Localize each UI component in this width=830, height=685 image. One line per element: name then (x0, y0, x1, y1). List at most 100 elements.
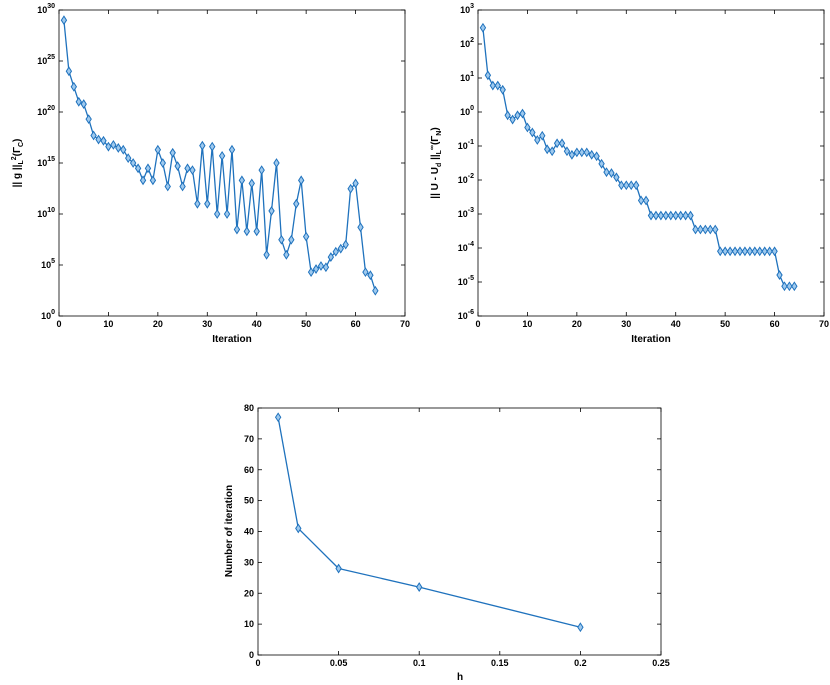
chart-2-markers (479, 22, 798, 292)
data-point (632, 180, 640, 191)
data-point (553, 138, 561, 149)
x-tick-label: 0.25 (652, 658, 670, 668)
data-point (189, 165, 196, 176)
data-point (721, 246, 729, 257)
x-tick-label: 60 (770, 319, 780, 329)
data-point (129, 158, 137, 168)
y-tick-label: 100 (460, 105, 474, 117)
data-point (293, 198, 300, 209)
data-point (583, 147, 590, 158)
data-point (327, 252, 335, 262)
data-point (499, 84, 506, 95)
data-point (618, 180, 625, 191)
y-tick-label: 0 (249, 650, 254, 660)
y-tick-label: 50 (244, 496, 254, 506)
data-point (335, 563, 342, 574)
data-point (273, 158, 280, 168)
data-point (209, 141, 216, 152)
chart-3-frame (257, 407, 662, 656)
y-tick-label: 1015 (37, 156, 55, 168)
chart-1-frame (58, 9, 406, 317)
data-point (342, 239, 349, 250)
data-point (593, 151, 600, 162)
chart-1-y-ticks: 100 105 1010 1015 1020 1025 1030 (37, 3, 405, 321)
chart-3-series-line (277, 417, 581, 628)
data-point (70, 81, 78, 92)
y-tick-label: 10 (244, 619, 254, 629)
chart-2-y-label-end: ) (430, 127, 441, 130)
chart-3-x-label: h (457, 672, 463, 683)
x-tick-label: 50 (301, 319, 311, 329)
data-point (558, 138, 566, 149)
data-point (416, 582, 423, 592)
y-tick-label: 1025 (37, 54, 55, 66)
chart-1-y-label-sub3: C (18, 142, 25, 147)
data-point (692, 224, 699, 235)
chart-2-y-label-sub1: d (436, 163, 443, 167)
x-tick-label: 10 (522, 319, 532, 329)
data-point (228, 144, 236, 155)
data-point (302, 231, 310, 242)
y-tick-label: 1020 (37, 105, 55, 117)
y-tick-label: 1030 (37, 3, 55, 15)
data-point (791, 281, 798, 292)
data-point (726, 246, 734, 257)
data-point (712, 224, 719, 235)
data-point (534, 135, 541, 145)
chart-1: 0 10 20 30 40 50 60 70 100105101010151020102510… (11, 3, 410, 345)
data-point (642, 195, 650, 206)
data-point (100, 135, 107, 146)
data-point (662, 210, 670, 221)
data-point (372, 285, 379, 296)
chart-2-y-label-sup: ∞ (429, 145, 436, 150)
data-point (717, 246, 724, 257)
x-tick-label: 10 (103, 319, 113, 329)
data-point (667, 210, 674, 221)
x-tick-label: 0.1 (413, 658, 426, 668)
data-point (258, 165, 265, 176)
chart-3-x-ticks: 0 0.05 0.1 0.15 0.2 0.25 (255, 408, 670, 668)
data-point (332, 246, 339, 257)
chart-1-x-ticks: 0 10 20 30 40 50 60 70 (56, 10, 410, 329)
data-point (169, 147, 176, 158)
chart-2: 0 10 20 30 40 50 60 70 10-6 10-5 10-4 10-3 10-2 10-1… (429, 3, 829, 345)
data-point (194, 198, 201, 209)
data-point (613, 172, 620, 183)
chart-2-y-label-sub3: (Γ (430, 136, 441, 145)
y-tick-label: 40 (244, 527, 254, 537)
data-point (213, 209, 221, 219)
data-point (529, 127, 536, 138)
chart-2-x-ticks: 0 10 20 30 40 50 60 70 (475, 10, 829, 329)
y-tick-label: 105 (41, 258, 55, 270)
data-point (218, 150, 226, 161)
data-point (179, 181, 186, 192)
data-point (623, 180, 630, 191)
data-point (105, 141, 112, 152)
y-tick-label: 10-2 (458, 173, 474, 185)
data-point (509, 114, 516, 125)
y-tick-label: 10-3 (458, 207, 474, 219)
y-tick-label: 10-1 (458, 139, 474, 151)
data-point (539, 130, 546, 141)
data-point (134, 163, 142, 174)
data-point (159, 158, 166, 168)
data-point (139, 175, 147, 186)
data-point (577, 622, 584, 633)
data-point (776, 270, 783, 280)
chart-3-markers (274, 412, 584, 633)
x-tick-label: 0.2 (574, 658, 587, 668)
data-point (756, 246, 763, 257)
data-point (766, 246, 773, 257)
data-point (494, 80, 501, 91)
data-point (288, 234, 295, 245)
chart-2-y-label: || U - Ud ||L∞(ΓN) (429, 127, 443, 198)
data-point (781, 281, 788, 292)
y-tick-label: 103 (460, 3, 474, 15)
data-point (479, 22, 487, 33)
data-point (75, 96, 82, 107)
data-point (657, 210, 665, 221)
data-point (307, 267, 315, 278)
data-point (274, 412, 282, 423)
y-tick-label: 20 (244, 588, 254, 598)
